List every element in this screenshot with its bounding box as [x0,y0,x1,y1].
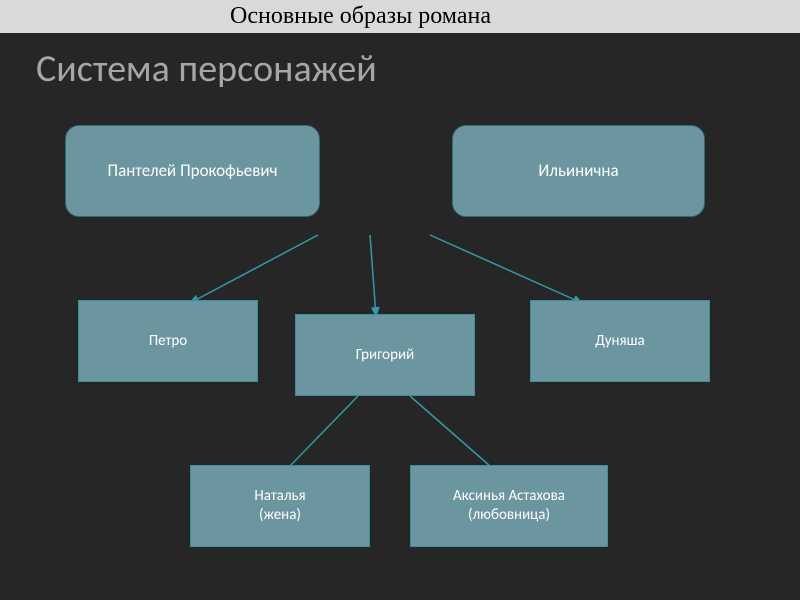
node-aksinya: Аксинья Астахова (любовница) [410,465,608,547]
node-panteley: Пантелей Прокофьевич [65,125,320,217]
node-petro: Петро [78,300,258,382]
slide-title: Система персонажей [36,46,377,92]
slide-supertitle: Основные образы романа [230,3,491,30]
node-natalya: Наталья (жена) [190,465,370,547]
node-dunyasha: Дуняша [530,300,710,382]
node-grigoriy: Григорий [295,314,475,396]
node-ilinichna: Ильинична [452,125,705,217]
